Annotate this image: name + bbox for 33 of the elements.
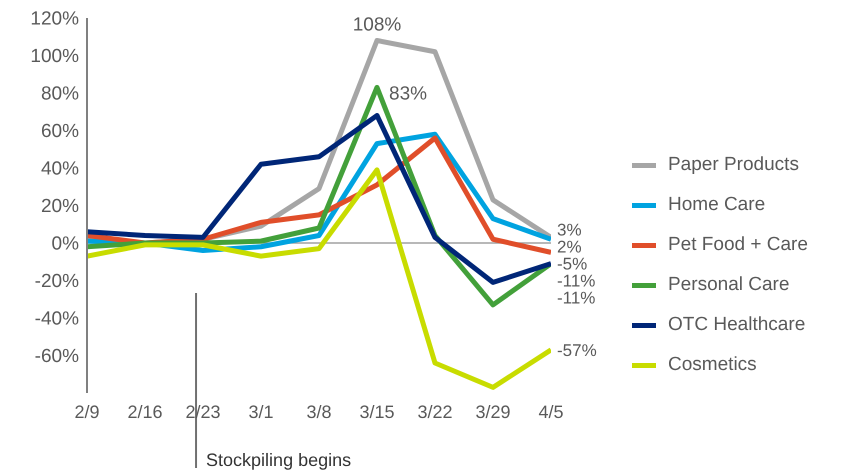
- y-tick-label: 40%: [40, 158, 80, 180]
- legend-label: OTC Healthcare: [668, 314, 806, 336]
- data-label: -11%: [557, 271, 596, 290]
- y-tick-label: -20%: [34, 271, 80, 292]
- data-label: -57%: [557, 340, 597, 360]
- legend-label: Paper Products: [668, 154, 799, 176]
- legend-label: Pet Food + Care: [668, 234, 808, 256]
- y-tick-label: 20%: [40, 196, 80, 218]
- x-tick-label: 2/9: [74, 402, 100, 422]
- data-label: 3%: [557, 220, 582, 240]
- data-label: 83%: [389, 83, 428, 104]
- x-tick-label: 3/29: [475, 402, 511, 422]
- data-label: 108%: [352, 14, 402, 36]
- y-tick-label: 60%: [40, 121, 80, 142]
- data-label: -11%: [557, 288, 596, 308]
- y-tick-label: 0%: [52, 234, 80, 255]
- data-label: 2%: [557, 237, 582, 256]
- data-label: -5%: [557, 254, 588, 274]
- x-tick-label: 3/1: [248, 402, 274, 422]
- y-tick-label: 100%: [30, 46, 80, 68]
- y-tick-label: -40%: [34, 308, 80, 330]
- x-tick-label: 3/15: [359, 402, 395, 422]
- x-tick-label: 2/16: [127, 402, 163, 422]
- y-tick-label: 80%: [40, 84, 80, 105]
- text: Stockpiling begins: [206, 450, 352, 470]
- x-tick-label: 3/8: [306, 402, 332, 422]
- legend-label: Cosmetics: [668, 354, 757, 376]
- y-tick-label: -60%: [34, 346, 80, 368]
- x-tick-label: 3/22: [417, 402, 453, 422]
- y-tick-label: 120%: [30, 8, 80, 30]
- legend-label: Personal Care: [668, 274, 790, 296]
- x-tick-label: 4/5: [538, 402, 564, 422]
- legend-label: Home Care: [668, 194, 766, 216]
